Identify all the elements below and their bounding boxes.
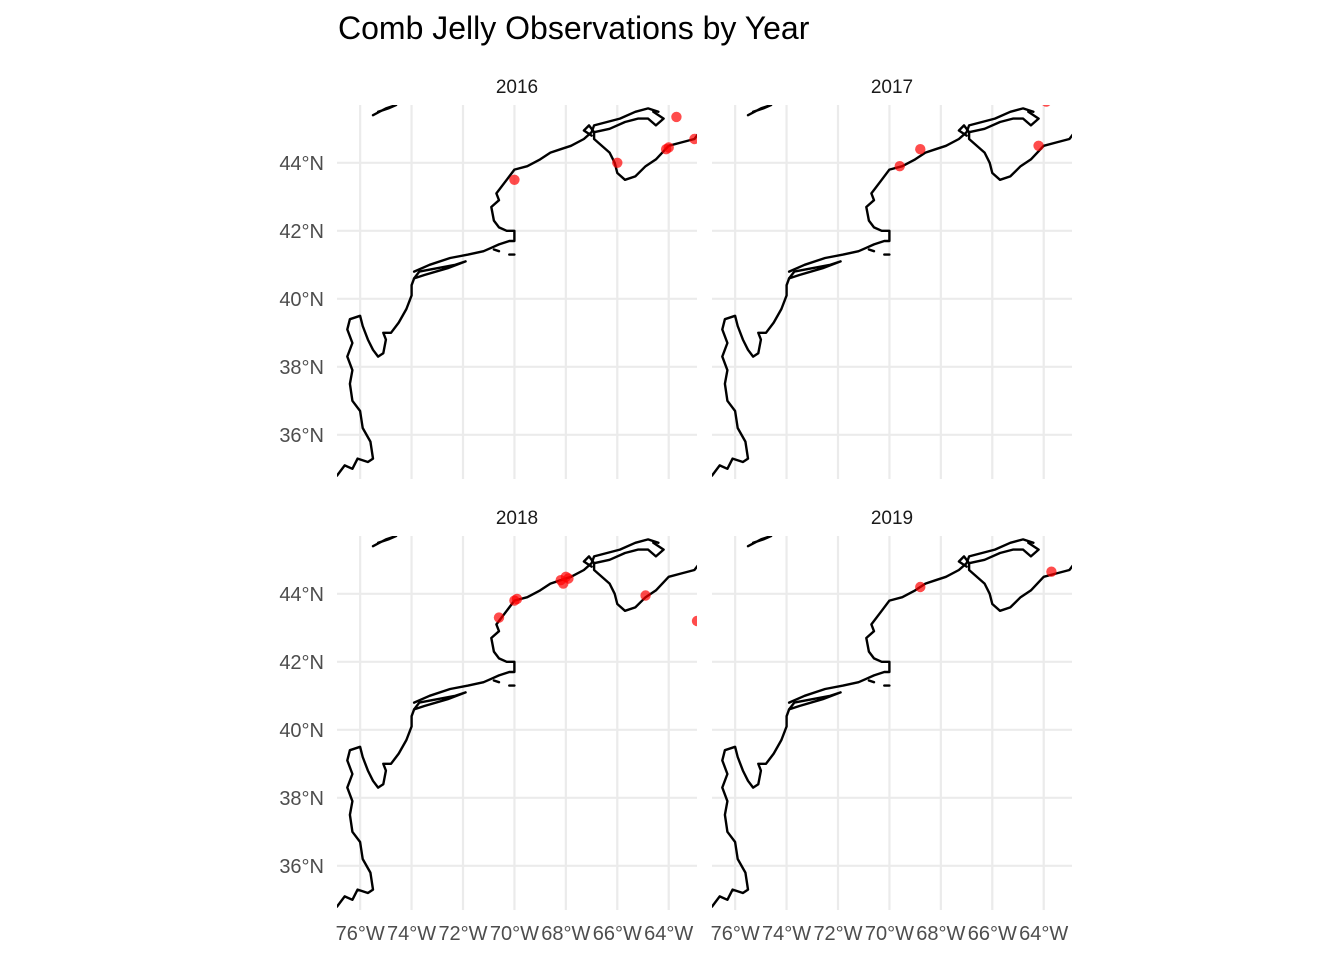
x-tick-label: 68°W [541, 923, 590, 945]
y-tick-label: 40°N [279, 720, 324, 742]
x-tick-label: 74°W [387, 923, 436, 945]
coastline-path [412, 107, 660, 273]
x-tick-label: 76°W [711, 923, 760, 945]
coastline-path [582, 124, 697, 181]
coastline-path [712, 708, 791, 908]
coastline-path [371, 105, 398, 117]
observation-point [1033, 140, 1044, 151]
coastline-path [592, 110, 665, 134]
coastline [337, 536, 697, 908]
coastline-path [967, 541, 1040, 565]
facet-panel-2016: 2016 36°N 38°N 40°N 42°N 44°N [279, 77, 697, 479]
coastline-path [867, 679, 876, 684]
coastline-path [412, 260, 467, 280]
x-tick-label: 76°W [336, 923, 385, 945]
observation-point [691, 615, 697, 627]
coastline-path [412, 691, 467, 711]
observation-point [612, 157, 623, 168]
y-tick-label: 38°N [279, 357, 324, 379]
facet-strip-label: 2016 [496, 77, 538, 98]
facet-panel-2019: 2019 76°W 74°W 72°W 70°W 68°W 66°W 64°W [711, 508, 1072, 945]
y-tick-label: 36°N [279, 856, 324, 878]
x-tick-label: 70°W [865, 923, 914, 945]
coastline-path [787, 538, 1035, 704]
coastline-path [492, 679, 501, 684]
facet-panel-2018: 2018 36°N 38°N 40°N 42°N 44°N 76°W 74°W 72°W 70°W… [279, 508, 697, 945]
coastline-path [787, 260, 842, 280]
y-tick-label: 44°N [279, 153, 324, 175]
x-tick-label: 72°W [438, 923, 487, 945]
coastline-path [787, 691, 842, 711]
y-tick-label: 40°N [279, 289, 324, 311]
observation-point [1046, 566, 1057, 577]
facet-panel-2017: 2017 [712, 77, 1072, 479]
coastline [712, 536, 1072, 908]
coastline-path [967, 110, 1040, 134]
observation-point [689, 133, 697, 145]
chart-title: Comb Jelly Observations by Year [338, 10, 810, 46]
observation-point [509, 174, 520, 185]
x-tick-label: 66°W [593, 923, 642, 945]
observation-point [894, 161, 905, 172]
coastline-path [337, 277, 416, 477]
coastline [337, 105, 697, 477]
coastline-path [746, 536, 773, 548]
coastline [712, 105, 1072, 477]
observation-point [563, 573, 574, 584]
observation-point [671, 111, 682, 123]
coastline-path [746, 105, 773, 117]
y-tick-label: 42°N [279, 221, 324, 243]
coastline-path [412, 538, 660, 704]
x-tick-label: 68°W [916, 923, 965, 945]
coastline-path [957, 124, 1072, 181]
coastline-path [787, 107, 1035, 273]
observation-point [493, 612, 505, 623]
coastline-path [957, 555, 1072, 612]
facet-strip-label: 2018 [496, 508, 538, 529]
y-tick-label: 36°N [279, 425, 324, 447]
observation-point [915, 144, 926, 155]
facet-strip-label: 2019 [871, 508, 913, 529]
x-tick-label: 64°W [1019, 923, 1068, 945]
x-tick-label: 66°W [968, 923, 1017, 945]
observation-point [663, 142, 674, 153]
x-tick-label: 64°W [644, 923, 693, 945]
observation-point [511, 593, 523, 605]
y-tick-label: 44°N [279, 584, 324, 606]
x-tick-label: 70°W [490, 923, 539, 945]
observation-point [640, 590, 651, 601]
coastline-path [867, 248, 876, 253]
observation-point [1042, 105, 1051, 107]
y-tick-label: 42°N [279, 652, 324, 674]
y-tick-label: 38°N [279, 788, 324, 810]
coastline-path [492, 248, 501, 253]
coastline-path [371, 536, 398, 548]
coastline-path [582, 555, 697, 612]
x-tick-label: 72°W [813, 923, 862, 945]
coastline-path [712, 277, 791, 477]
facet-strip-label: 2017 [871, 77, 913, 98]
observation-point [915, 581, 926, 593]
x-tick-label: 74°W [762, 923, 811, 945]
coastline-path [337, 708, 416, 908]
coastline-path [592, 541, 665, 565]
